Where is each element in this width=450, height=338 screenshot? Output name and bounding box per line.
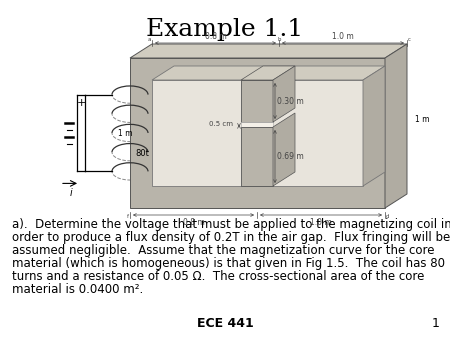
Text: Example 1.1: Example 1.1 bbox=[146, 18, 304, 41]
Text: 0.5 cm: 0.5 cm bbox=[209, 121, 233, 127]
Text: f: f bbox=[127, 214, 129, 219]
Polygon shape bbox=[130, 58, 385, 208]
Polygon shape bbox=[273, 113, 295, 186]
Polygon shape bbox=[363, 66, 385, 186]
Text: b: b bbox=[277, 37, 281, 42]
Polygon shape bbox=[152, 80, 363, 186]
Text: a: a bbox=[148, 37, 151, 42]
Text: 1: 1 bbox=[432, 317, 440, 330]
Text: 1.0 m: 1.0 m bbox=[332, 32, 354, 41]
Text: c: c bbox=[408, 37, 411, 42]
Text: d: d bbox=[386, 214, 390, 219]
Text: 0.8 m: 0.8 m bbox=[205, 32, 226, 41]
Text: 0.69 m: 0.69 m bbox=[277, 152, 304, 161]
Text: material (which is homogeneous) is that given in Fig 1.5.  The coil has 80: material (which is homogeneous) is that … bbox=[12, 257, 445, 270]
Polygon shape bbox=[385, 44, 407, 208]
Polygon shape bbox=[273, 66, 295, 122]
Text: 80t: 80t bbox=[135, 148, 149, 158]
Text: material is 0.0400 m².: material is 0.0400 m². bbox=[12, 283, 143, 296]
Text: a).  Determine the voltage that must be applied to the magnetizing coil in: a). Determine the voltage that must be a… bbox=[12, 218, 450, 231]
Text: 1 m: 1 m bbox=[415, 115, 429, 123]
Text: 1 m: 1 m bbox=[118, 128, 132, 138]
Text: +: + bbox=[76, 98, 86, 107]
Polygon shape bbox=[152, 66, 385, 80]
Polygon shape bbox=[241, 66, 295, 80]
Bar bbox=[241, 80, 273, 122]
Text: i: i bbox=[70, 188, 72, 198]
Text: 0.8 m: 0.8 m bbox=[183, 218, 204, 227]
Bar bbox=[241, 122, 273, 127]
Polygon shape bbox=[130, 44, 407, 58]
Text: 1.0 m: 1.0 m bbox=[310, 218, 332, 227]
Bar bbox=[241, 127, 273, 186]
Text: turns and a resistance of 0.05 Ω.  The cross-sectional area of the core: turns and a resistance of 0.05 Ω. The cr… bbox=[12, 270, 424, 283]
Text: assumed negligible.  Assume that the magnetization curve for the core: assumed negligible. Assume that the magn… bbox=[12, 244, 435, 257]
Text: ECE 441: ECE 441 bbox=[197, 317, 253, 330]
Text: 0.30 m: 0.30 m bbox=[277, 97, 304, 105]
Text: order to produce a flux density of 0.2T in the air gap.  Flux fringing will be: order to produce a flux density of 0.2T … bbox=[12, 231, 450, 244]
